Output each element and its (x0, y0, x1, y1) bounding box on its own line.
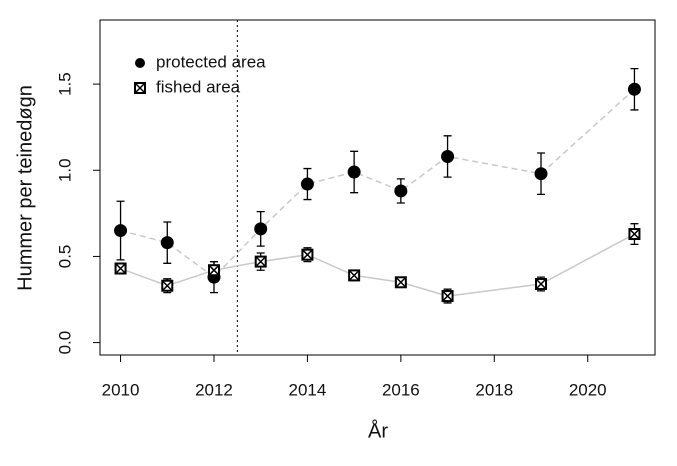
x-tick-label: 2012 (195, 380, 233, 399)
point (627, 82, 641, 96)
legend-label: fished area (156, 77, 241, 96)
point (534, 167, 548, 181)
point (301, 248, 314, 261)
point (394, 184, 408, 198)
point (347, 165, 361, 179)
point (348, 269, 361, 282)
legend-marker (134, 82, 146, 94)
point (207, 264, 220, 277)
plot-frame (99, 19, 656, 356)
legend-marker (135, 58, 145, 68)
point (254, 222, 268, 236)
y-tick-label: 1.5 (55, 72, 74, 96)
point (535, 278, 548, 291)
series-line (120, 88, 635, 279)
y-axis-label: Hummer per teinedøgn (14, 85, 36, 291)
point (114, 224, 128, 238)
point (441, 290, 454, 303)
series-line (120, 233, 635, 297)
point (160, 236, 174, 250)
x-tick-label: 2020 (569, 380, 607, 399)
x-tick-label: 2018 (475, 380, 513, 399)
point (161, 279, 174, 292)
x-tick-label: 2010 (102, 380, 140, 399)
point (441, 149, 455, 163)
point (300, 177, 314, 191)
point (394, 276, 407, 289)
legend-label: protected area (156, 52, 266, 71)
y-tick-label: 0.0 (55, 331, 74, 355)
point (114, 262, 127, 275)
y-tick-label: 0.5 (55, 245, 74, 269)
point (628, 228, 641, 241)
x-tick-label: 2014 (289, 380, 327, 399)
y-tick-label: 1.0 (55, 158, 74, 182)
point (254, 255, 267, 268)
x-tick-label: 2016 (382, 380, 420, 399)
x-axis-label: År (368, 419, 388, 442)
